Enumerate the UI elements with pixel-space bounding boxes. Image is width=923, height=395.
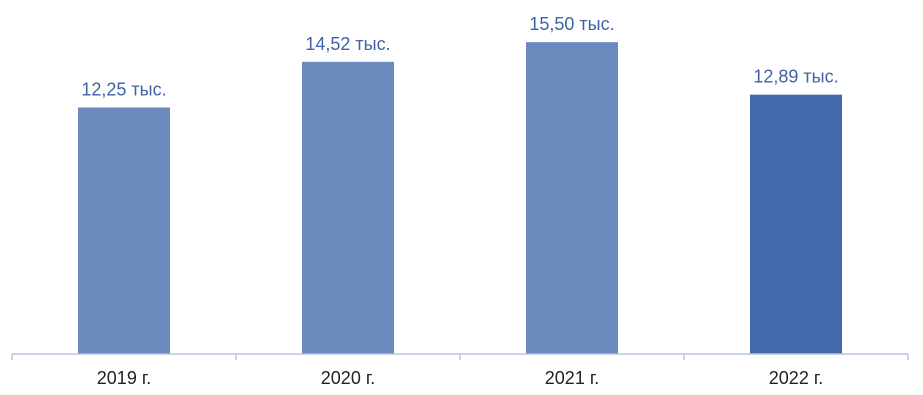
bar-2022 <box>750 94 842 355</box>
x-tick-label: 2021 г. <box>545 368 599 388</box>
x-tick-label: 2019 г. <box>97 368 151 388</box>
data-label: 14,52 тыс. <box>305 34 390 54</box>
bar-2020 <box>302 61 394 355</box>
x-tick-label: 2020 г. <box>321 368 375 388</box>
bars-group <box>78 42 842 355</box>
x-tick-label: 2022 г. <box>769 368 823 388</box>
bar-2019 <box>78 107 170 354</box>
data-label: 12,89 тыс. <box>753 67 838 87</box>
data-labels-group: 12,25 тыс. 14,52 тыс. 15,50 тыс. 12,89 тыс. <box>81 14 838 99</box>
x-axis-tick-labels: 2019 г. 2020 г. 2021 г. 2022 г. <box>97 368 823 388</box>
bar-2021 <box>526 42 618 354</box>
data-label: 12,25 тыс. <box>81 80 166 100</box>
data-label: 15,50 тыс. <box>529 14 614 34</box>
x-axis-ticks <box>11 354 909 360</box>
